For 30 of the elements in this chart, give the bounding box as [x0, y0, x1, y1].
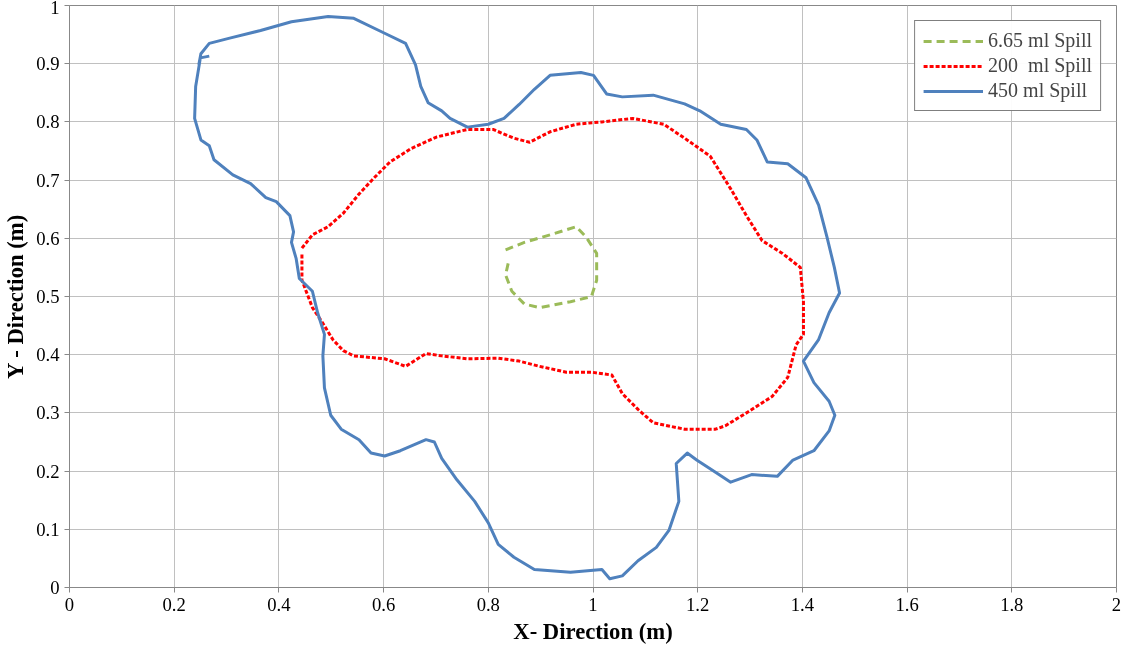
- y-tick-label: 0.4: [36, 344, 61, 366]
- x-tick-label: 1.2: [686, 593, 710, 615]
- y-tick-label: 0.3: [36, 402, 60, 424]
- y-tick-label: 0.9: [36, 53, 60, 75]
- x-tick-label: 0.6: [371, 593, 396, 615]
- line-series: [193, 15, 842, 581]
- x-tick-label: 1.8: [1000, 593, 1024, 615]
- y-tick-label: 0.6: [36, 227, 60, 249]
- line-series: [300, 116, 805, 431]
- y-tick-label: 0: [50, 577, 60, 598]
- y-tick-label: 0.5: [36, 286, 60, 307]
- x-tick-label: 1: [588, 593, 598, 615]
- line-series: [504, 225, 599, 310]
- x-tick-label: 1.4: [790, 593, 815, 615]
- x-tick-label: 0.8: [476, 593, 500, 615]
- y-tick-label: 0.7: [36, 169, 60, 191]
- legend-label: 6.65 ml Spill: [988, 29, 1092, 52]
- y-tick-label: 0.1: [36, 518, 60, 540]
- legend-label: 450 ml Spill: [988, 79, 1087, 102]
- x-tick-label: 0: [64, 593, 75, 615]
- x-tick-label: 2: [1111, 593, 1122, 615]
- y-tick-label: 1: [50, 0, 60, 18]
- x-tick-label: 0.4: [267, 593, 292, 615]
- x-tick-label: 0.2: [162, 593, 186, 615]
- y-tick-label: 0.8: [36, 111, 60, 133]
- x-tick-label: 1.6: [895, 593, 919, 615]
- y-axis-title: Y - Direction (m): [3, 214, 29, 380]
- x-axis-title: X- Direction (m): [513, 618, 673, 644]
- y-tick-label: 0.2: [36, 460, 60, 482]
- legend-label: 200 ml Spill: [988, 54, 1092, 77]
